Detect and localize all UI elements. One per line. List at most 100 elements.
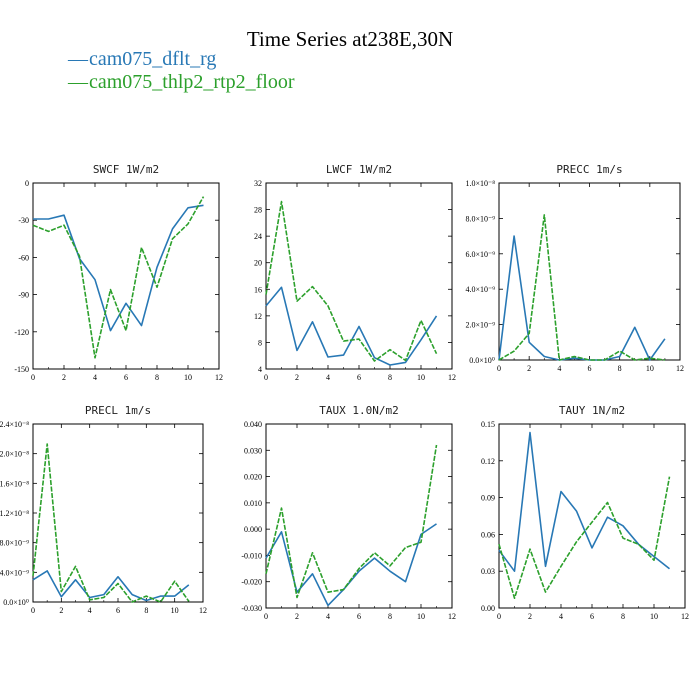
- y-tick-label: -0.030: [241, 604, 262, 613]
- x-tick-label: 10: [417, 612, 425, 621]
- y-tick-label: 8.0×10⁻⁹: [465, 214, 495, 223]
- y-tick-label: 0.030: [244, 446, 262, 455]
- y-tick-label: 0.020: [244, 473, 262, 482]
- legend-entry: —cam075_dflt_rg: [68, 48, 216, 71]
- x-tick-label: 12: [681, 612, 689, 621]
- panel-title: LWCF 1W/m2: [326, 163, 392, 176]
- y-tick-label: 4.0×10⁻⁹: [0, 568, 29, 577]
- y-tick-label: 0.15: [481, 420, 495, 429]
- x-tick-label: 6: [588, 364, 592, 373]
- y-tick-label: 0.06: [481, 530, 495, 539]
- plot-frame: [32, 423, 204, 603]
- y-tick-label: 2.0×10⁻⁹: [465, 321, 495, 330]
- legend-label: cam075_thlp2_rtp2_floor: [89, 71, 295, 93]
- x-tick-label: 12: [676, 364, 684, 373]
- y-tick-label: 0.0×10⁰: [469, 356, 495, 365]
- y-tick-label: 0.09: [481, 494, 495, 503]
- x-tick-label: 6: [357, 612, 361, 621]
- x-tick-label: 2: [59, 606, 63, 615]
- y-tick-label: -0.020: [241, 578, 262, 587]
- y-tick-label: 2.0×10⁻⁸: [0, 450, 29, 459]
- legend-line-icon: —: [68, 71, 88, 93]
- y-tick-label: 16: [254, 285, 262, 294]
- panel-title: PRECC 1m/s: [556, 163, 622, 176]
- y-tick-label: 32: [254, 179, 262, 188]
- y-tick-label: 8.0×10⁻⁹: [0, 539, 29, 548]
- y-tick-label: 4.0×10⁻⁹: [465, 285, 495, 294]
- y-tick-label: -90: [18, 291, 29, 300]
- y-tick-label: -0.010: [241, 551, 262, 560]
- series-line: [498, 235, 666, 361]
- x-tick-label: 8: [621, 612, 625, 621]
- y-tick-label: 0.03: [481, 567, 495, 576]
- panel-title: PRECL 1m/s: [85, 404, 151, 417]
- x-tick-label: 0: [497, 364, 501, 373]
- y-tick-label: 1.0×10⁻⁸: [465, 179, 495, 188]
- chart-title: Time Series at238E,30N: [246, 27, 454, 51]
- series-line: [32, 443, 190, 603]
- x-tick-label: 6: [357, 373, 361, 382]
- x-tick-label: 12: [199, 606, 207, 615]
- x-tick-label: 4: [559, 612, 563, 621]
- x-tick-label: 8: [155, 373, 159, 382]
- x-tick-label: 8: [388, 612, 392, 621]
- y-tick-label: 0.000: [244, 525, 262, 534]
- x-tick-label: 4: [88, 606, 92, 615]
- panel-title: TAUX 1.0N/m2: [319, 404, 398, 417]
- y-tick-label: 8: [258, 338, 262, 347]
- series-line: [265, 286, 438, 366]
- x-tick-label: 8: [618, 364, 622, 373]
- y-tick-label: 1.6×10⁻⁸: [0, 479, 29, 488]
- y-tick-label: 4: [258, 365, 262, 374]
- x-tick-label: 10: [646, 364, 654, 373]
- x-tick-label: 0: [264, 612, 268, 621]
- y-tick-label: 1.2×10⁻⁸: [0, 509, 29, 518]
- y-tick-label: 0.00: [481, 604, 495, 613]
- x-tick-label: 12: [448, 373, 456, 382]
- legend-line-icon: —: [68, 48, 88, 70]
- x-tick-label: 8: [144, 606, 148, 615]
- y-tick-label: 0.0×10⁰: [3, 598, 29, 607]
- series-line: [265, 200, 438, 362]
- y-tick-label: 12: [254, 312, 262, 321]
- series-line: [498, 214, 665, 361]
- x-tick-label: 2: [527, 364, 531, 373]
- x-tick-label: 2: [295, 373, 299, 382]
- legend-label: cam075_dflt_rg: [89, 48, 217, 70]
- y-tick-label: -120: [14, 328, 29, 337]
- x-tick-label: 0: [264, 373, 268, 382]
- y-tick-label: 0.040: [244, 420, 262, 429]
- x-tick-label: 10: [650, 612, 658, 621]
- x-tick-label: 10: [171, 606, 179, 615]
- plot-frame: [32, 182, 220, 370]
- y-tick-label: 0: [25, 179, 29, 188]
- y-tick-label: 0.12: [481, 457, 495, 466]
- y-tick-label: 20: [254, 259, 262, 268]
- series-line: [265, 444, 438, 599]
- x-tick-label: 12: [448, 612, 456, 621]
- y-tick-label: 6.0×10⁻⁹: [465, 250, 495, 259]
- y-tick-label: -150: [14, 365, 29, 374]
- x-tick-label: 10: [417, 373, 425, 382]
- y-tick-label: 28: [254, 206, 262, 215]
- panel-title: SWCF 1W/m2: [93, 163, 159, 176]
- y-tick-label: 24: [254, 232, 262, 241]
- x-tick-label: 4: [326, 373, 330, 382]
- x-tick-label: 4: [326, 612, 330, 621]
- series-line: [32, 196, 205, 359]
- x-tick-label: 6: [116, 606, 120, 615]
- x-tick-label: 12: [215, 373, 223, 382]
- y-tick-label: -30: [18, 216, 29, 225]
- x-tick-label: 4: [557, 364, 561, 373]
- plot-frame: [498, 423, 686, 609]
- legend-entry: —cam075_thlp2_rtp2_floor: [68, 71, 295, 94]
- x-tick-label: 2: [528, 612, 532, 621]
- panel-title: TAUY 1N/m2: [559, 404, 625, 417]
- series-line: [498, 476, 671, 600]
- y-tick-label: 2.4×10⁻⁸: [0, 420, 29, 429]
- series-line: [32, 570, 190, 602]
- plot-frame: [498, 182, 681, 361]
- x-tick-label: 10: [184, 373, 192, 382]
- y-tick-label: 0.010: [244, 499, 262, 508]
